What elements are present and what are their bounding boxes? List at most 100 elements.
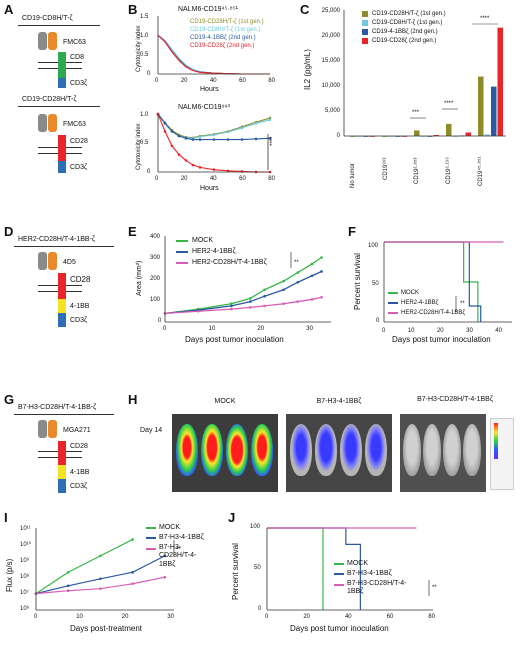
x-tick-label: 10: [208, 326, 216, 332]
data-point: [320, 295, 323, 299]
y-axis-label: Area (mm²): [136, 260, 143, 296]
legend-item: B7-H3-4-1BBζ: [146, 534, 210, 541]
mouse-image: [403, 424, 421, 476]
y-tick-label: 100: [250, 524, 261, 530]
legend-label: CD19-CD28ζ (2nd gen.): [372, 38, 437, 44]
mouse-image: [463, 424, 481, 476]
panel-letter-b: B: [128, 2, 138, 17]
color-scale-bar: [490, 418, 514, 490]
legend-swatch: [362, 38, 368, 44]
legend-swatch: [146, 536, 156, 539]
scfv-domain: [38, 418, 58, 440]
data-point: [282, 302, 285, 306]
mouse-image: [226, 424, 248, 476]
signal-label: CD3ζ: [70, 317, 88, 324]
survival-chart-j: [266, 527, 433, 611]
y-axis-label: Percent survival: [231, 543, 240, 600]
data-point: [177, 153, 181, 156]
data-point: [99, 587, 102, 590]
data-point: [131, 570, 134, 574]
category-label: CD19⁶·¹⁹⁶: [446, 157, 452, 184]
y-axis-label: IL2 (pg/mL): [303, 49, 312, 90]
legend-label: HER2-4-1BBζ: [192, 248, 236, 255]
data-point: [230, 307, 233, 311]
x-ticks: 0 20 40 60 80: [155, 176, 275, 182]
data-point: [282, 288, 285, 292]
y-tick-label: 0: [258, 606, 262, 612]
data-point: [254, 121, 258, 125]
significance-label: **: [294, 260, 299, 266]
data-point: [163, 121, 167, 125]
data-point: [212, 138, 216, 141]
scfv-domain: [38, 112, 58, 134]
x-tick-label: 0: [163, 326, 167, 332]
41bb-domain: [58, 465, 66, 479]
legend-swatch: [176, 261, 188, 264]
data-point: [296, 300, 300, 303]
y-tick-label: 1.0: [140, 33, 149, 39]
significance-label: ****: [444, 101, 454, 107]
y-tick-label: 5,000: [324, 108, 340, 114]
panel-letter-a: A: [4, 2, 14, 17]
legend-item: HER2-4-1BBζ: [388, 300, 465, 306]
legend-item: CD19-4-1BBζ (2nd gen.): [362, 29, 446, 35]
x-tick-label: 0: [155, 78, 159, 84]
cd8-hinge: [58, 52, 66, 62]
legend: MOCK HER2-4-1BBζ HER2-CD28H/T-4-1BBζ: [176, 237, 267, 266]
legend-item: B7-H3-CD28H/T-4-1BBζ: [146, 544, 210, 569]
panel-letter-f: F: [348, 224, 356, 239]
flux-chart: [34, 528, 175, 611]
construct-title: CD19-CD8H/T-ζ: [22, 15, 73, 22]
data-point: [198, 135, 202, 138]
divider: [14, 246, 114, 247]
legend-swatch: [362, 20, 368, 26]
legend-item: HER2-CD28H/T-4-1BBζ: [176, 259, 267, 266]
il2-bar-chart: [343, 10, 506, 137]
x-tick-label: 30: [167, 614, 174, 620]
x-tick-label: 80: [428, 614, 435, 620]
construct-title: CD19-CD28H/T-ζ: [22, 96, 77, 103]
y-tick-label: 25,000: [321, 8, 340, 14]
scfv-label: FMC63: [63, 121, 86, 128]
data-point: [320, 256, 323, 259]
mouse-image: [423, 424, 441, 476]
mouse-image: [340, 424, 362, 476]
data-point: [226, 130, 230, 134]
y-tick-label: 10,000: [321, 83, 340, 89]
legend-label: HER2-4-1BBζ: [401, 300, 439, 306]
group-label: MOCK: [214, 398, 236, 405]
y-tick-label: 0: [147, 71, 151, 77]
legend-swatch: [334, 572, 344, 575]
hinge-label: CD28: [70, 443, 88, 450]
data-point: [240, 138, 244, 141]
data-point: [163, 575, 167, 579]
legend-label: MOCK: [347, 560, 368, 567]
signal-label: CD3ζ: [70, 483, 88, 490]
mouse-image: [365, 424, 387, 476]
construct-title: HER2-CD28H/T-4-1BB-ζ: [18, 236, 95, 243]
bar: [446, 123, 452, 136]
day-label: Day 14: [140, 427, 163, 434]
x-tick-label: 60: [239, 78, 246, 84]
y-tick-label: 100: [368, 243, 379, 249]
series-line: [157, 113, 270, 173]
hinge-label: CD28: [70, 138, 88, 145]
y-axis-label: Flux (p/s): [5, 558, 14, 592]
x-axis-label: Days post tumor inoculation: [290, 624, 389, 633]
legend-item: HER2-CD28H/T-4-1BBζ: [388, 310, 465, 316]
legend: MOCK HER2-4-1BBζ HER2-CD28H/T-4-1BBζ: [388, 290, 465, 316]
legend-label: MOCK: [192, 237, 213, 244]
x-tick-label: 0: [155, 176, 159, 182]
data-point: [191, 163, 195, 167]
data-point: [184, 159, 188, 162]
x-tick-label: 0: [382, 328, 386, 334]
data-point: [254, 137, 258, 141]
x-tick-label: 10: [407, 328, 415, 334]
data-point: [226, 138, 230, 141]
bar: [478, 76, 484, 136]
legend-item: CD19-4-1BBζ (2nd gen.): [190, 35, 256, 41]
x-axis-label: Days post tumor inoculation: [392, 335, 491, 344]
y-tick-label: 50: [372, 281, 379, 287]
y-tick-label: 0: [147, 169, 151, 175]
legend-label: CD19-4-1BBζ (2nd gen.): [372, 29, 438, 35]
